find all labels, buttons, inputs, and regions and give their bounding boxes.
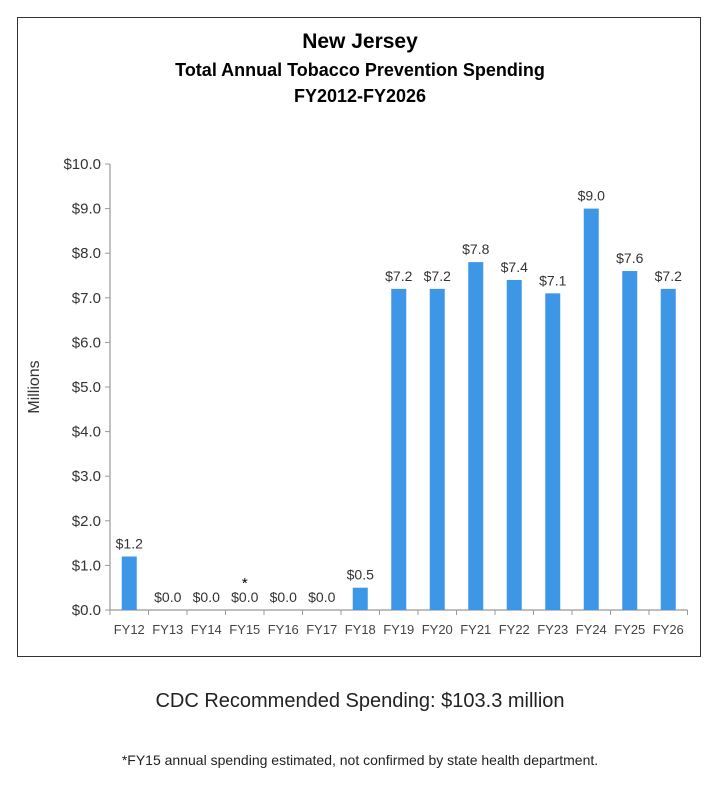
- bar-fy12: [121, 556, 137, 610]
- bar-fy19: [391, 288, 407, 610]
- y-tick-label: $2.0: [72, 513, 101, 530]
- x-tick-label: FY19: [383, 622, 414, 637]
- data-label: $0.0: [193, 589, 220, 605]
- data-label: $0.0: [154, 589, 181, 605]
- bar-fy25: [622, 271, 638, 610]
- y-tick-label: $1.0: [72, 557, 101, 574]
- x-tick-label: FY26: [653, 622, 684, 637]
- y-tick-label: $5.0: [72, 379, 101, 396]
- data-label: $7.2: [655, 268, 682, 284]
- x-tick-label: FY22: [499, 622, 530, 637]
- chart-frame: [17, 17, 701, 657]
- y-tick-label: $0.0: [72, 602, 101, 619]
- cdc-recommended-spending: CDC Recommended Spending: $103.3 million: [155, 690, 565, 712]
- x-tick-label: FY14: [191, 622, 222, 637]
- x-tick-label: FY25: [614, 622, 645, 637]
- footnote: *FY15 annual spending estimated, not con…: [121, 752, 599, 768]
- data-label: $7.2: [385, 268, 412, 284]
- bar-fy26: [660, 288, 676, 610]
- data-label: $0.5: [347, 567, 374, 583]
- y-tick-label: $6.0: [72, 334, 101, 351]
- x-tick-label: FY23: [537, 622, 568, 637]
- y-tick-label: $7.0: [72, 290, 101, 307]
- x-tick-label: FY17: [306, 622, 337, 637]
- data-label: $7.6: [616, 250, 643, 266]
- bar-fy20: [429, 288, 445, 610]
- data-label: $7.4: [501, 259, 528, 275]
- data-label: $0.0: [270, 589, 297, 605]
- data-label: $0.0: [308, 589, 335, 605]
- x-tick-label: FY16: [268, 622, 299, 637]
- y-tick-label: $10.0: [63, 156, 101, 173]
- data-label: $7.1: [539, 272, 566, 288]
- chart-subtitle: Total Annual Tobacco Prevention Spending: [175, 60, 545, 80]
- chart-title: New Jersey: [302, 30, 418, 53]
- bar-fy21: [468, 262, 484, 610]
- bar-fy18: [352, 587, 368, 610]
- x-tick-label: FY24: [576, 622, 607, 637]
- y-tick-label: $4.0: [72, 424, 101, 441]
- x-tick-label: FY12: [114, 622, 145, 637]
- bar-fy24: [583, 208, 599, 610]
- y-tick-label: $8.0: [72, 245, 101, 262]
- x-tick-label: FY18: [345, 622, 376, 637]
- bar-fy23: [545, 293, 561, 610]
- bar-fy22: [506, 279, 522, 610]
- x-tick-label: FY15: [229, 622, 260, 637]
- data-label: $7.2: [424, 268, 451, 284]
- data-label: $1.2: [116, 535, 143, 551]
- y-axis-label: Millions: [26, 360, 43, 413]
- x-tick-label: FY13: [152, 622, 183, 637]
- data-label: $7.8: [462, 241, 489, 257]
- chart-subtitle-years: FY2012-FY2026: [293, 86, 427, 106]
- y-tick-label: $3.0: [72, 468, 101, 485]
- x-tick-label: FY21: [460, 622, 491, 637]
- x-tick-label: FY20: [422, 622, 453, 637]
- data-label: $9.0: [578, 188, 605, 204]
- y-tick-label: $9.0: [72, 201, 101, 218]
- data-label: $0.0: [231, 589, 258, 605]
- asterisk-annotation: *: [242, 575, 248, 592]
